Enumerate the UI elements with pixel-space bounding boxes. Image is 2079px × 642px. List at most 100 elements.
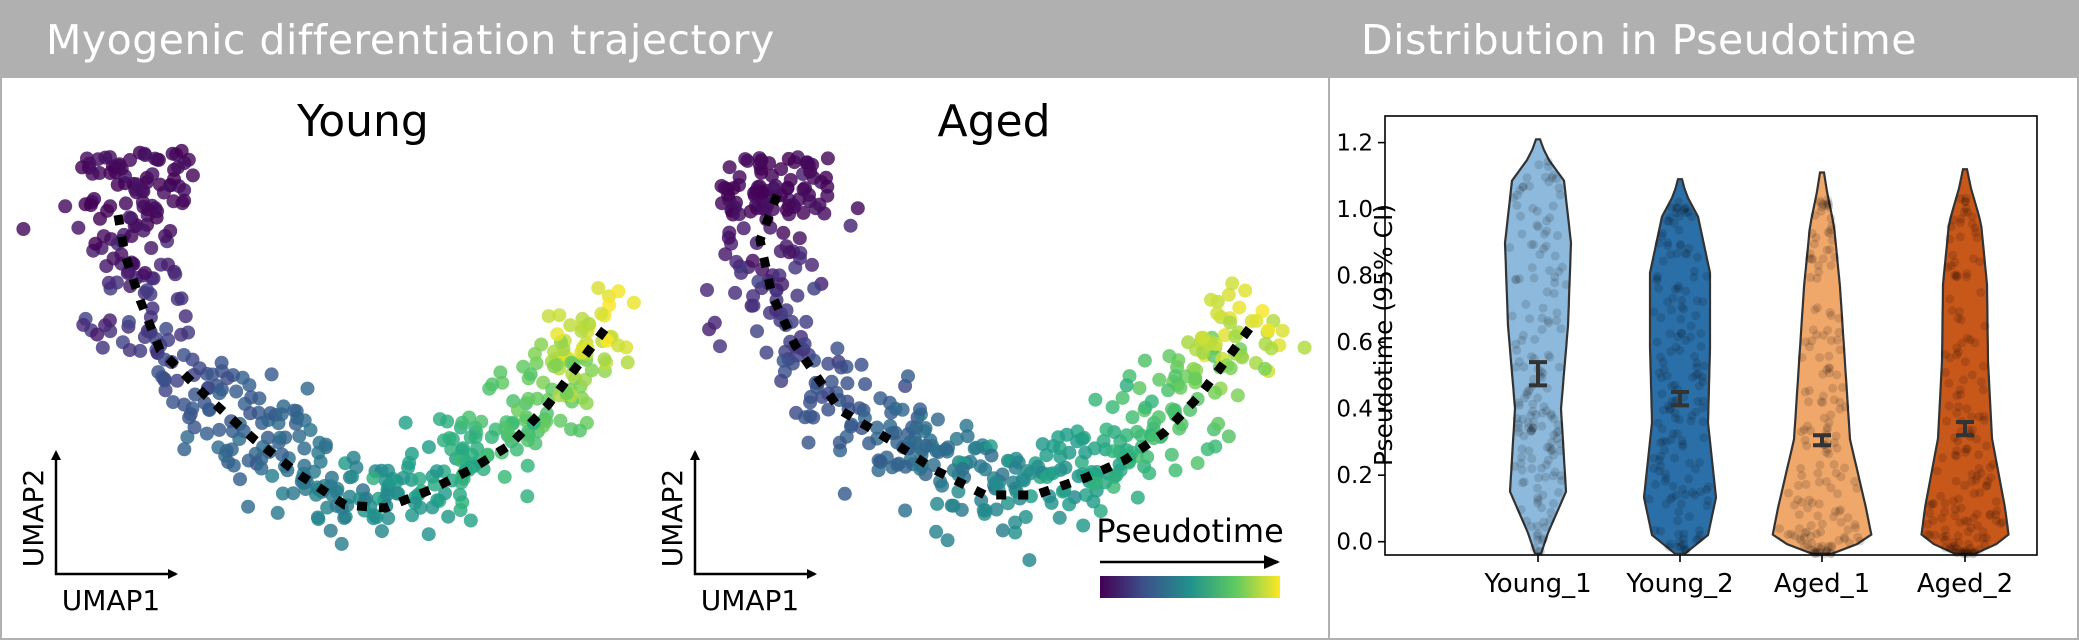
violin-point	[1672, 542, 1682, 552]
violin-point	[1519, 431, 1529, 441]
violin-point	[1806, 426, 1815, 436]
violin-point	[1960, 447, 1970, 457]
violin-point	[1950, 271, 1960, 280]
violin-point	[1814, 542, 1823, 552]
violin-point	[1698, 396, 1708, 406]
violin-point	[1661, 473, 1671, 483]
violin-point	[1664, 216, 1674, 226]
violin-point	[1974, 450, 1984, 460]
aged-cell-point	[1232, 300, 1247, 315]
violin-point	[1845, 538, 1855, 548]
violin-point	[1533, 529, 1543, 538]
violin-point	[1545, 213, 1555, 223]
young-cell-point	[464, 447, 479, 462]
violin-point	[1812, 303, 1822, 313]
violin-point	[1804, 386, 1814, 396]
violin-point	[1688, 372, 1698, 382]
violin-point	[1689, 272, 1699, 282]
young-cell-point	[300, 381, 315, 396]
violin-point	[1660, 476, 1670, 486]
violin-point	[1942, 416, 1951, 426]
violin-point	[1807, 228, 1817, 238]
aged-cell-point	[837, 486, 852, 501]
violin-point	[1806, 272, 1816, 282]
violin-point	[1956, 214, 1966, 224]
violin-point	[1955, 307, 1965, 317]
violin-point	[1537, 325, 1547, 335]
violin-point	[1967, 219, 1977, 229]
violin-point	[1948, 545, 1958, 554]
violin-point	[1561, 280, 1571, 290]
aged-cell-point	[1261, 323, 1276, 338]
violin-point	[1704, 482, 1713, 492]
aged-cell-point	[773, 244, 788, 259]
young-cell-point	[520, 458, 535, 473]
violin-point	[1522, 387, 1532, 397]
violin-point	[1673, 516, 1683, 526]
young-cell-point	[176, 348, 191, 362]
violin-point	[1960, 357, 1970, 367]
violin-point	[1991, 497, 2001, 507]
violin-point	[1811, 233, 1821, 243]
aged-cell-point	[1275, 323, 1290, 338]
violin-point	[1692, 296, 1702, 306]
violin-point	[1553, 231, 1563, 241]
violin-point	[1974, 412, 1984, 422]
violin-point	[1532, 521, 1542, 531]
violin-point	[1955, 232, 1965, 242]
violin-point	[1548, 170, 1558, 180]
violin-point	[1824, 449, 1834, 459]
violin-point	[1836, 505, 1845, 515]
violin-point	[1951, 270, 1961, 280]
aged-cell-point	[1188, 371, 1203, 386]
violin-point	[1953, 548, 1963, 558]
violin-point	[1957, 338, 1967, 348]
violin-point	[1949, 496, 1959, 506]
violin-point	[1992, 506, 2002, 516]
violin-point	[1658, 357, 1668, 367]
violin-point	[1829, 460, 1839, 469]
violin-point	[1824, 199, 1833, 209]
aged-cell-point	[807, 281, 822, 296]
aged-cell-point	[1257, 361, 1272, 376]
violin-point	[1807, 498, 1817, 508]
violin-point	[1959, 375, 1968, 385]
young-cell-point	[452, 487, 467, 502]
violin-point	[1818, 369, 1828, 379]
violin-point	[1808, 545, 1817, 555]
young-cell-point	[497, 469, 512, 484]
young-cell-point	[140, 283, 154, 298]
young-cell-point	[159, 321, 174, 336]
violin-point	[1983, 477, 1993, 487]
aged-cell-point	[1105, 400, 1120, 415]
young-cell-point	[626, 295, 641, 310]
violin-point	[1512, 414, 1522, 423]
violin-point	[1956, 194, 1966, 204]
violin-point	[1946, 542, 1956, 552]
young-cell-point	[611, 338, 626, 353]
aged-cell-point	[1142, 466, 1157, 481]
young-cell-point	[124, 229, 139, 244]
violin-point	[1674, 197, 1683, 207]
aged-cell-point	[743, 204, 758, 219]
young-plot-title: Young	[296, 96, 429, 147]
violin-point	[1667, 381, 1677, 391]
y-tick-label: 1.2	[1336, 131, 1373, 157]
violin-point	[1969, 254, 1978, 264]
violin-point	[1507, 311, 1517, 321]
violin-point	[1840, 402, 1850, 412]
aged-cell-point	[774, 374, 789, 388]
young-cell-point	[276, 399, 291, 414]
violin-point	[1815, 196, 1825, 206]
young-cell-point	[88, 236, 103, 251]
violin-point	[1659, 405, 1668, 415]
violin-point	[1925, 500, 1935, 510]
violin-point	[1652, 337, 1662, 347]
violin-point	[1514, 423, 1524, 433]
violin-point	[1517, 229, 1527, 239]
violin-point	[1822, 200, 1831, 210]
violin-point	[1816, 527, 1826, 537]
violin-point	[1834, 313, 1844, 323]
violin-point	[1955, 390, 1965, 400]
